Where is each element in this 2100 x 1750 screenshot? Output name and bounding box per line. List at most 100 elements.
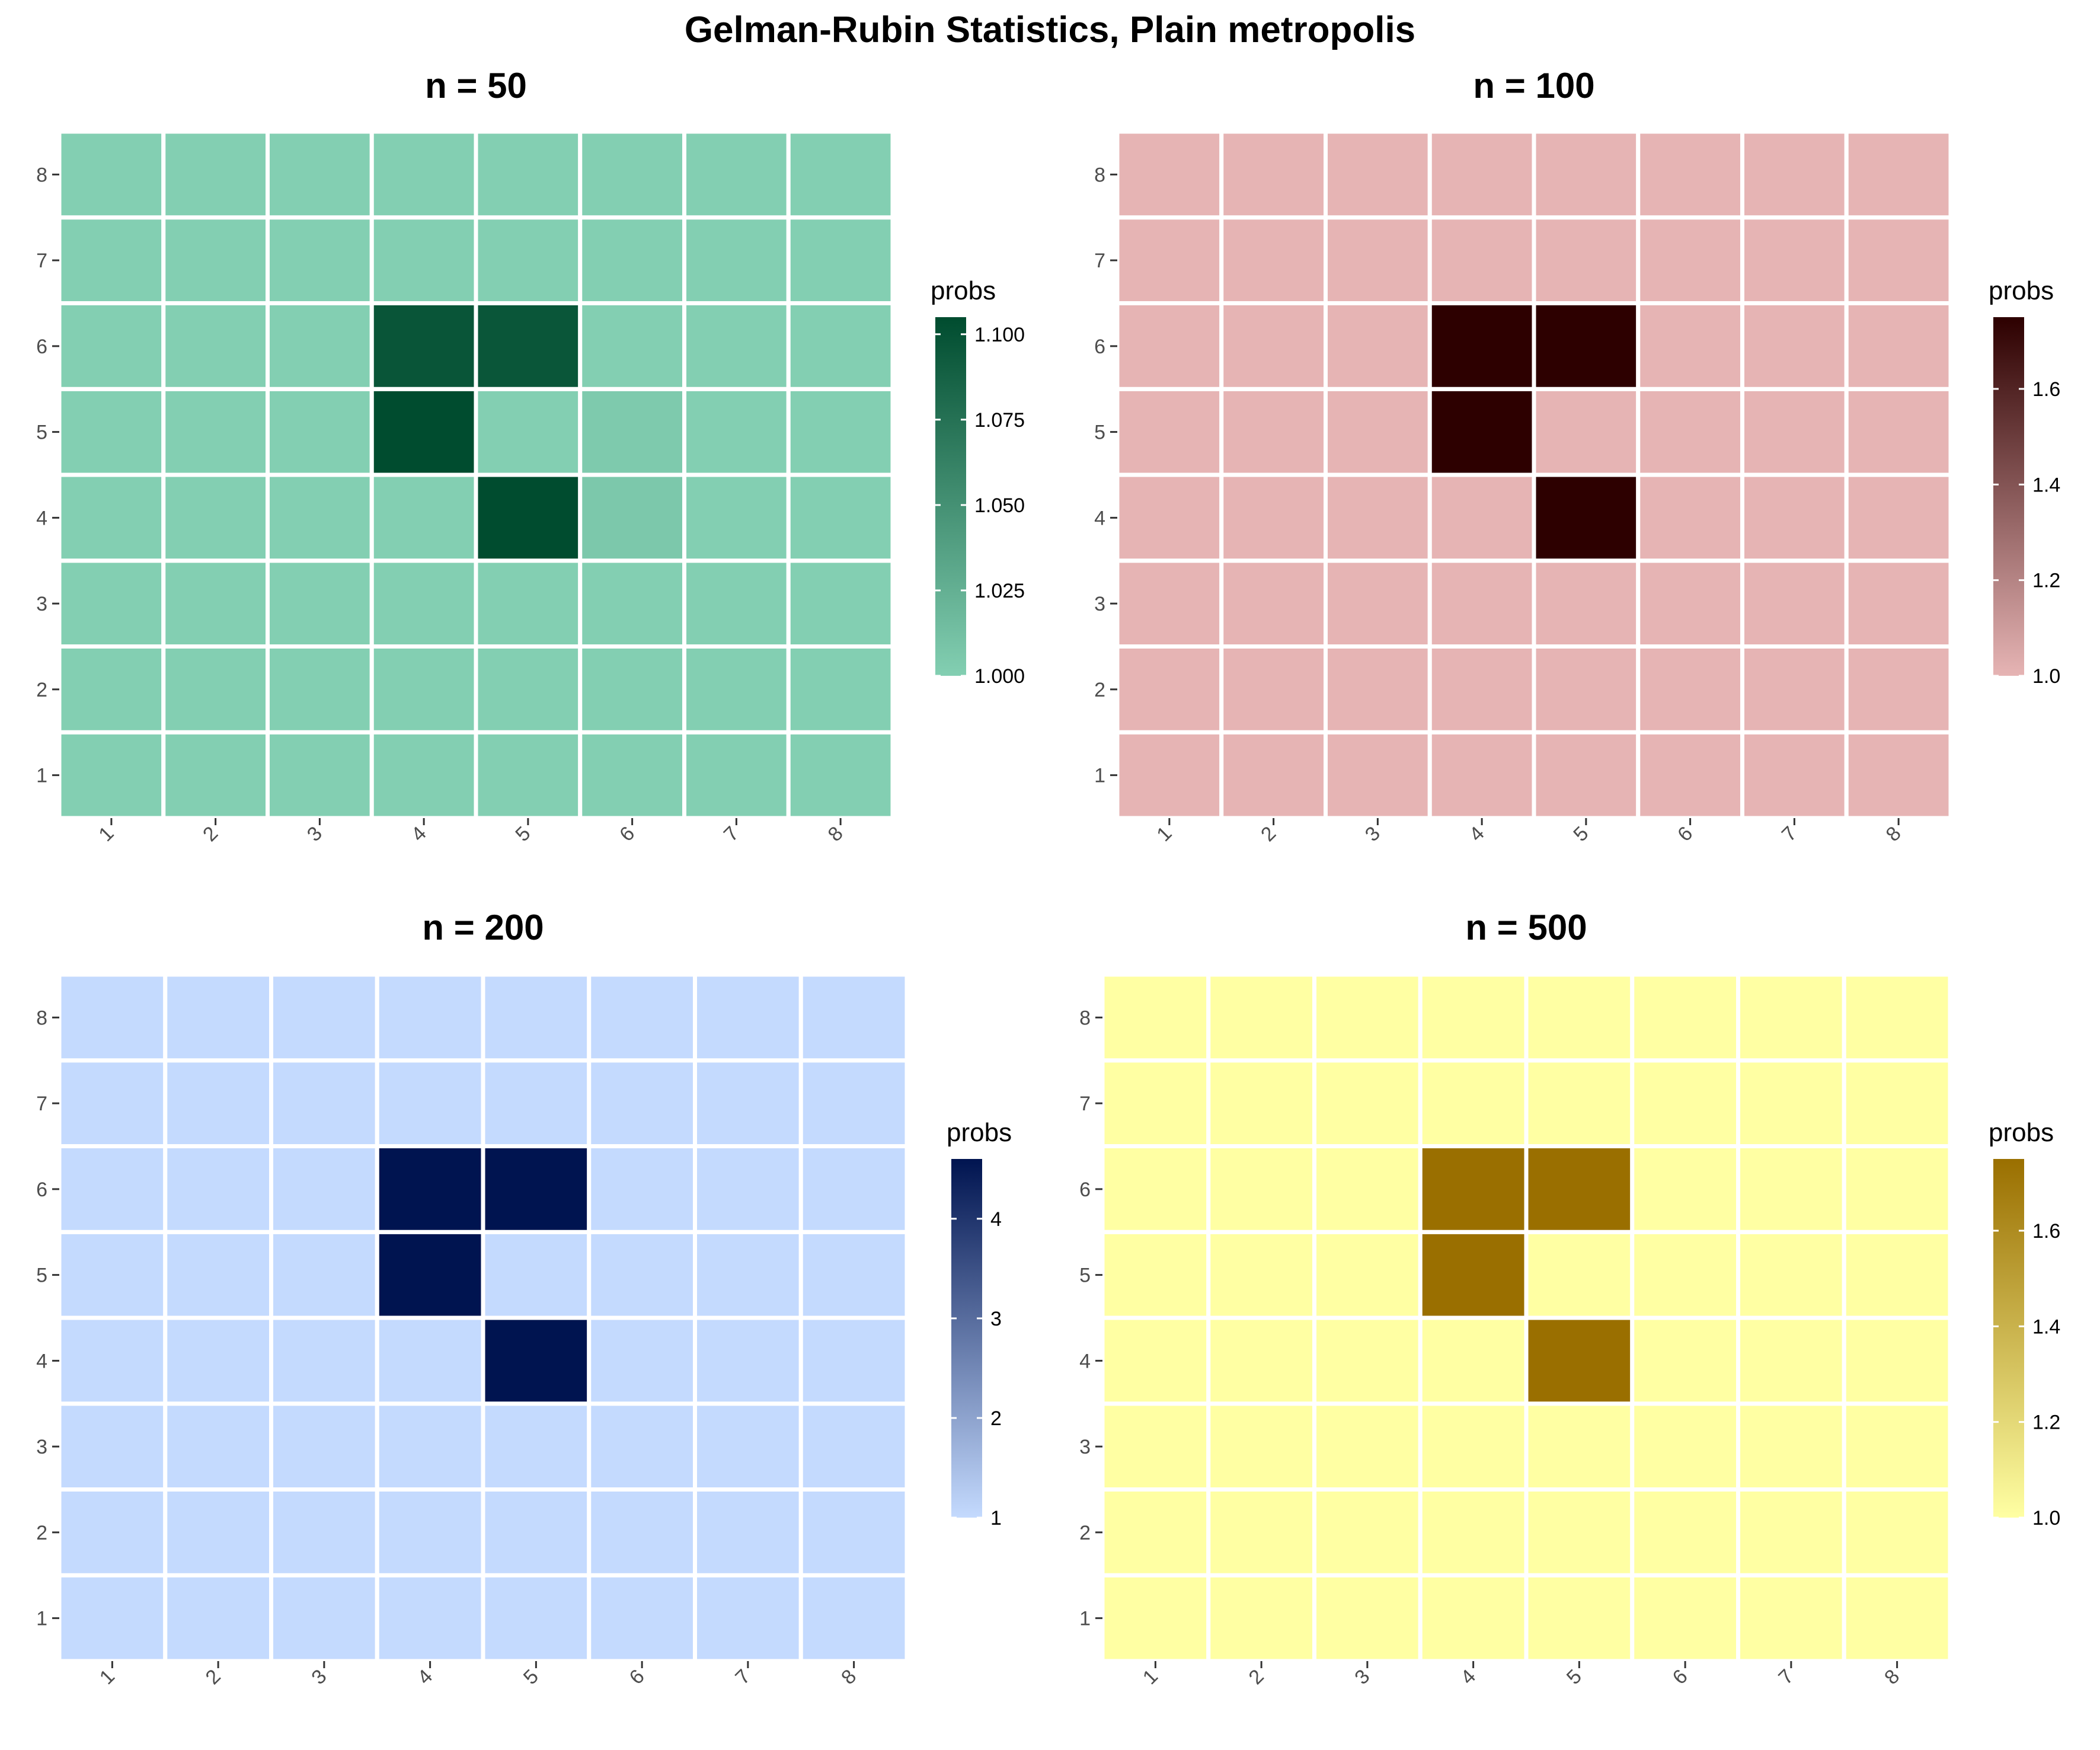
heatmap-cell (1324, 472, 1432, 563)
heatmap-cell (57, 1573, 168, 1663)
heatmap-cell (1524, 1230, 1635, 1320)
heatmap-cell (682, 644, 791, 735)
legend-tick-label: 4 (990, 1208, 1002, 1231)
heatmap-cell (1219, 129, 1328, 220)
heatmap-cell (1532, 644, 1641, 735)
y-tick-label: 4 (36, 507, 47, 529)
heatmap-cell (57, 1315, 168, 1406)
x-tick-label: 1 (94, 822, 118, 846)
heatmap-cell (798, 1058, 909, 1148)
heatmap-cell (1630, 1058, 1740, 1148)
heatmap-cell (1219, 387, 1328, 477)
heatmap-cell (1740, 387, 1849, 477)
heatmap-cell (1418, 1487, 1529, 1577)
heatmap-panel-4: n = 500 1 2 3 4 5 6 7 8 1 2 3 4 5 6 7 8 probs 1.0 1.2 1.4 1.6 (1079, 908, 2060, 1689)
heatmap-cell (1427, 472, 1536, 563)
heatmap-cell (786, 730, 895, 820)
heatmap-cell (269, 1144, 379, 1234)
heatmap-cell (693, 1144, 803, 1234)
heatmap-cell (163, 1487, 273, 1577)
y-tick-label: 8 (36, 164, 47, 186)
y-tick-label: 3 (1079, 1436, 1091, 1458)
x-tick-label: 5 (511, 822, 535, 846)
heatmap-cell (1844, 387, 1953, 477)
heatmap-cell (1844, 644, 1953, 735)
heatmap-cell (1842, 1230, 1952, 1320)
x-tick-label: 4 (413, 1665, 437, 1689)
heatmap-cell (1636, 301, 1744, 391)
heatmap-cell (1115, 558, 1224, 649)
heatmap-cell (1532, 129, 1641, 220)
heatmap-cell (682, 301, 791, 391)
x-tick-label: 6 (625, 1665, 649, 1689)
heatmap-cell (1100, 1058, 1211, 1148)
heatmap-cell (1115, 129, 1224, 220)
heatmap-cell (1524, 1144, 1635, 1234)
legend-tick-label: 3 (990, 1308, 1002, 1330)
heatmap-cell (375, 1401, 485, 1492)
heatmap-cell (474, 301, 583, 391)
heatmap-cell (1532, 301, 1641, 391)
legend-tick-label: 1.6 (2032, 378, 2060, 401)
heatmap-cell (474, 730, 583, 820)
heatmap-cell (1636, 644, 1744, 735)
x-tick-label: 5 (519, 1665, 543, 1689)
heatmap-cell (369, 730, 478, 820)
heatmap-cell (1312, 1230, 1423, 1320)
heatmap-panel-2: n = 100 1 2 3 4 5 6 7 8 1 2 3 4 5 6 7 8 probs 1.0 1.2 1.4 1.6 (1094, 66, 2060, 846)
heatmap-cell (269, 1230, 379, 1320)
y-tick-label: 8 (36, 1007, 47, 1029)
heatmap-cell (1312, 1487, 1423, 1577)
heatmap-cell (798, 1401, 909, 1492)
y-tick-label: 1 (1094, 765, 1105, 787)
heatmap-cell (693, 1058, 803, 1148)
heatmap-cell (1418, 1401, 1529, 1492)
heatmap-cell (1740, 644, 1849, 735)
heatmap-cell (1736, 1144, 1846, 1234)
heatmap-cell (693, 972, 803, 1063)
heatmap-cell (266, 301, 374, 391)
heatmap-cell (369, 387, 478, 477)
heatmap-cell (1636, 730, 1744, 820)
x-tick-label: 2 (1257, 822, 1280, 846)
heatmap-cell (798, 972, 909, 1063)
heatmap-cell (474, 472, 583, 563)
heatmap-cell (1636, 558, 1744, 649)
x-tick-label: 5 (1569, 822, 1593, 846)
heatmap-cell (1427, 215, 1536, 305)
heatmap-cell (1630, 972, 1740, 1063)
heatmap-cell (1219, 644, 1328, 735)
heatmap-cell (375, 1573, 485, 1663)
heatmap-cell (693, 1573, 803, 1663)
heatmap-cell (798, 1487, 909, 1577)
legend-color-bar (1993, 317, 2024, 676)
heatmap-cell (474, 387, 583, 477)
y-tick-label: 1 (36, 765, 47, 787)
heatmap-cell (269, 1401, 379, 1492)
heatmap-cell (1524, 1315, 1635, 1406)
heatmap-cell (57, 1401, 168, 1492)
heatmap-cell (1427, 644, 1536, 735)
heatmap-cell (578, 730, 686, 820)
legend-title: probs (947, 1118, 1012, 1147)
y-tick-label: 2 (1094, 679, 1105, 701)
heatmap-cell (1427, 129, 1536, 220)
heatmap-cell (369, 215, 478, 305)
heatmap-cell (266, 558, 374, 649)
legend-tick-label: 1.000 (974, 665, 1025, 688)
x-tick-label: 2 (202, 1665, 225, 1689)
heatmap-cell (369, 129, 478, 220)
heatmap-cell (1418, 1315, 1529, 1406)
heatmap-cell (269, 1487, 379, 1577)
heatmap-cell (578, 301, 686, 391)
heatmap-cell (1532, 215, 1641, 305)
heatmap-cell (1219, 472, 1328, 563)
y-tick-label: 3 (36, 1436, 47, 1458)
heatmap-cell (587, 972, 697, 1063)
heatmap-cell (369, 558, 478, 649)
heatmap-cell (1636, 215, 1744, 305)
x-tick-label: 2 (1245, 1665, 1268, 1689)
legend-tick-label: 1.4 (2032, 474, 2060, 496)
heatmap-cell (1524, 1058, 1635, 1148)
heatmap-cell (786, 301, 895, 391)
